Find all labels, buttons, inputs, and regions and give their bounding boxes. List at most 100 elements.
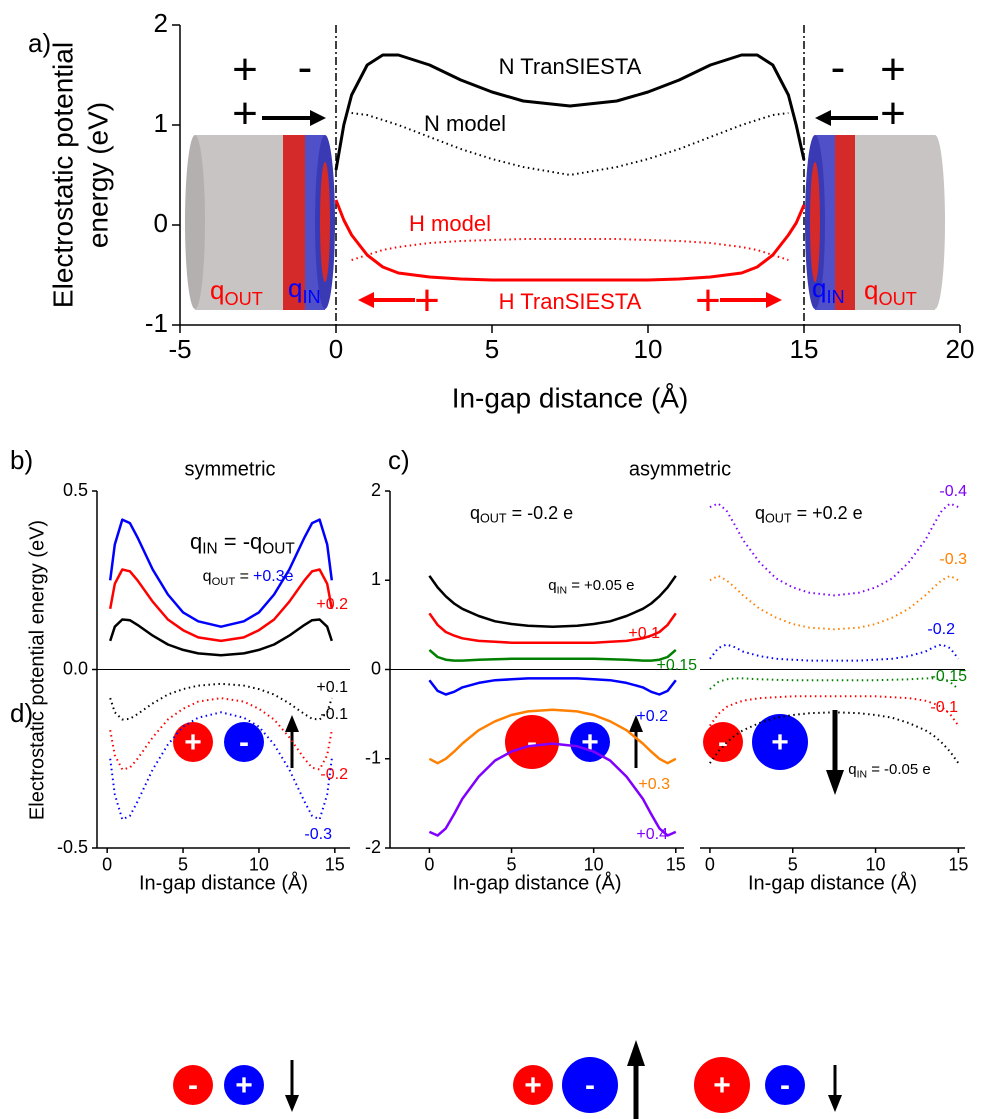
series-line xyxy=(709,574,959,631)
charge-sign: - xyxy=(780,1069,790,1102)
x-tick-label: 15 xyxy=(666,854,686,874)
y-tick-label: -2 xyxy=(365,837,381,857)
series-label: -0.15 xyxy=(931,668,968,685)
series-line xyxy=(334,199,806,282)
annotation: qOUT = xyxy=(203,568,249,588)
x-tick-label: 5 xyxy=(485,334,499,364)
series-label: +0.2 xyxy=(316,596,348,613)
annotation-part: q xyxy=(755,503,765,523)
series-label: H TranSIESTA xyxy=(499,289,642,314)
x-tick-label: 20 xyxy=(946,334,975,364)
series-label: +0.05 e xyxy=(584,577,634,594)
series-line xyxy=(709,711,960,764)
charge-sign: - xyxy=(188,1069,198,1102)
annotation-part: - xyxy=(298,43,313,92)
x-tick-label: 0 xyxy=(705,854,715,874)
y-tick-label: 1 xyxy=(154,108,168,138)
series-label: H model xyxy=(409,211,491,236)
series-line xyxy=(109,711,333,821)
annotation-part: IN xyxy=(857,768,868,780)
panel-label: d) xyxy=(10,698,33,728)
charge-sign: - xyxy=(585,1069,595,1102)
charge-sign: - xyxy=(718,726,728,759)
x-tick-label: 10 xyxy=(866,854,886,874)
series-line xyxy=(428,612,677,644)
annotation-part: + xyxy=(880,89,906,138)
series-line xyxy=(709,677,960,690)
annotation-part: IN xyxy=(302,287,320,307)
annotation-part: OUT xyxy=(224,289,262,309)
series-line xyxy=(351,112,789,176)
charge-sign: + xyxy=(235,1069,253,1102)
series-line xyxy=(109,682,333,721)
charge-sign: + xyxy=(771,726,789,759)
series-line xyxy=(709,643,960,662)
annotation: qIN = -qOUT xyxy=(190,529,295,558)
annotation: qOUT = +0.2 e xyxy=(755,503,863,526)
x-tick-label: -5 xyxy=(168,334,191,364)
annotation-part: = xyxy=(235,568,249,585)
charge-sign: + xyxy=(713,1069,731,1102)
panel-label: b) xyxy=(10,445,33,475)
charge-sign: + xyxy=(184,726,202,759)
annotation-part: = +0.2 e xyxy=(792,503,863,523)
y-axis-label: Electrostatic potential xyxy=(47,42,78,308)
x-tick-label: 10 xyxy=(584,854,604,874)
series-line xyxy=(351,238,789,261)
x-tick-label: 15 xyxy=(948,854,968,874)
annotation-part: q xyxy=(548,577,556,594)
annotation: + xyxy=(232,45,258,94)
annotation: - xyxy=(298,43,313,92)
x-axis-label: In-gap distance (Å) xyxy=(453,871,622,894)
x-tick-label: 10 xyxy=(634,334,663,364)
x-tick-label: 0 xyxy=(424,854,434,874)
charge-sign: - xyxy=(527,726,537,759)
y-axis-label: energy (eV) xyxy=(82,102,113,248)
series-label: -0.1 xyxy=(930,699,958,716)
series-label: -0.3 xyxy=(939,551,967,568)
annotation: qIN xyxy=(288,273,321,307)
charge-sign: - xyxy=(239,726,249,759)
series-line xyxy=(428,575,677,628)
annotation-part: = -0.2 e xyxy=(507,503,574,523)
annotation-part: IN xyxy=(826,287,844,307)
annotation-part: IN xyxy=(202,541,217,558)
series-line xyxy=(709,502,959,597)
series-label: -0.2 xyxy=(320,766,348,783)
annotation-part: OUT xyxy=(480,512,507,526)
annotation-part: OUT xyxy=(765,512,792,526)
x-axis-label: In-gap distance (Å) xyxy=(748,871,917,894)
annotation: qOUT = -0.2 e xyxy=(470,503,573,526)
y-tick-label: 0 xyxy=(371,658,381,678)
y-tick-label: -0.5 xyxy=(57,837,88,857)
series-label: -0.05 e xyxy=(884,761,931,778)
annotation: qIN = xyxy=(548,577,580,596)
left-electrode xyxy=(185,135,335,310)
y-tick-label: -1 xyxy=(145,308,168,338)
annotation-part: IN xyxy=(557,584,568,596)
y-tick-label: 1 xyxy=(371,569,381,589)
y-tick-label: 0.5 xyxy=(63,480,88,500)
annotation-part: q xyxy=(848,761,856,778)
annotation: + xyxy=(414,276,440,325)
annotation: qOUT xyxy=(210,275,263,309)
annotation: qIN xyxy=(812,273,845,307)
x-tick-label: 15 xyxy=(790,334,819,364)
right-electrode xyxy=(805,135,945,310)
x-axis-label: In-gap distance (Å) xyxy=(452,382,689,413)
annotation-part: q xyxy=(812,273,826,303)
series-line xyxy=(428,677,677,696)
annotation-part: = xyxy=(867,761,880,778)
annotation-part: q xyxy=(190,529,202,554)
arrows-a xyxy=(262,110,878,308)
annotation-part: + xyxy=(414,276,440,325)
annotation-part: = xyxy=(567,577,580,594)
x-tick-label: 15 xyxy=(325,854,345,874)
panel-label: c) xyxy=(388,445,410,475)
y-tick-label: -1 xyxy=(365,748,381,768)
annotation-part: OUT xyxy=(212,576,236,588)
series-label: -0.4 xyxy=(939,483,967,500)
annotation-part: q xyxy=(203,568,212,585)
y-axis-label: Electrostatic potential energy (eV) xyxy=(26,520,48,820)
annotation-part: q xyxy=(864,275,878,305)
